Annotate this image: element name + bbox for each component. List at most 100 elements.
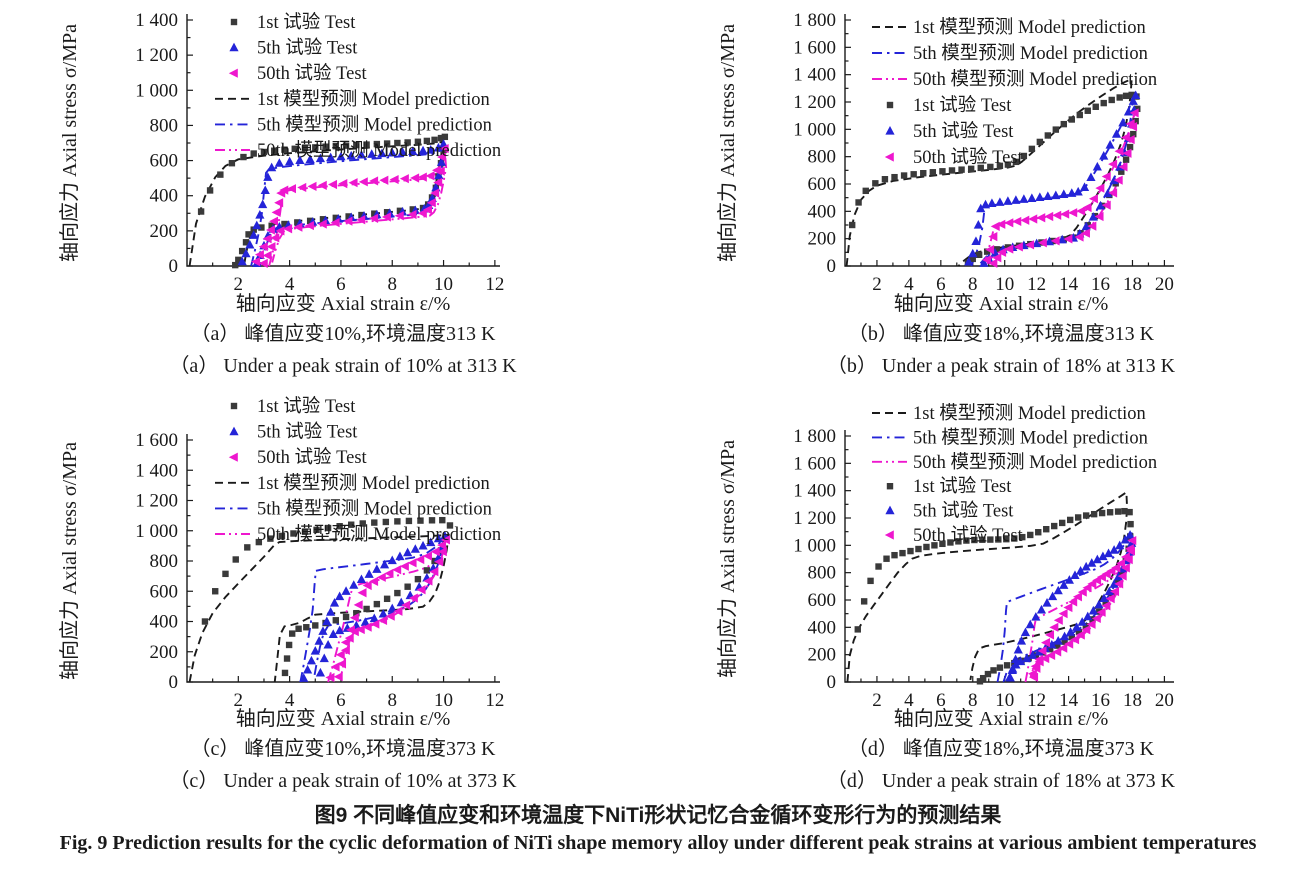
svg-text:16: 16 [1091,274,1110,292]
x-axis-label-c: 轴向应变 Axial strain ε/% [235,708,451,730]
svg-text:12: 12 [1027,690,1046,708]
legend: 1st 试验 Test 5th 试验 Test 50th 试验 Test 1st 模型… [215,12,501,161]
svg-text:50th 模型预测 Model prediction: 50th 模型预测 Model prediction [913,69,1157,90]
series-scatter [251,144,449,268]
svg-text:10: 10 [434,690,453,708]
svg-text:1st 试验 Test: 1st 试验 Test [257,396,356,417]
caption-c-en: （c） Under a peak strain of 10% at 373 K [169,770,517,792]
svg-text:1 400: 1 400 [135,460,178,481]
svg-text:50th 模型预测 Model prediction: 50th 模型预测 Model prediction [257,524,501,545]
svg-text:400: 400 [150,186,179,207]
svg-text:5th 试验 Test: 5th 试验 Test [913,121,1014,142]
svg-text:4: 4 [904,274,914,292]
svg-text:1st 模型预测 Model prediction: 1st 模型预测 Model prediction [913,17,1146,38]
y-axis-label: 轴向应力 Axial stress σ/MPa [716,24,739,262]
svg-text:6: 6 [336,690,346,708]
svg-text:10: 10 [995,690,1014,708]
tick-labels: 0 200 400 600 800 1 000 1 200 1 400 1 600 1 800 2 4… [793,426,1174,708]
series-line [845,77,1133,267]
svg-text:1st 模型预测 Model prediction: 1st 模型预测 Model prediction [257,473,490,494]
ticks [187,19,496,267]
series-scatter [848,91,1141,267]
series-scatter [981,108,1139,268]
svg-text:600: 600 [808,590,837,611]
y-axis-label: 轴向应力 Axial stress σ/MPa [58,442,81,680]
svg-text:2: 2 [872,274,882,292]
svg-text:1 200: 1 200 [793,508,836,529]
x-axis-label-a: 轴向应变 Axial strain ε/% [235,293,451,315]
svg-text:20: 20 [1155,690,1174,708]
svg-text:600: 600 [150,151,179,172]
svg-text:5th 试验 Test: 5th 试验 Test [257,422,358,443]
svg-text:18: 18 [1123,690,1142,708]
y-axis-label: 轴向应力 Axial stress σ/MPa [58,24,81,262]
svg-text:2: 2 [234,274,244,292]
svg-text:800: 800 [150,551,179,572]
svg-text:0: 0 [169,256,179,277]
svg-text:2: 2 [234,690,244,708]
tick-labels: 0 200 400 600 800 1 000 1 200 1 400 1 600 1 800 2 4… [793,10,1174,292]
svg-text:14: 14 [1059,274,1079,292]
caption-d-en: （d） Under a peak strain of 18% at 373 K [826,770,1176,792]
chart-c: 0 200 400 600 800 1 000 1 200 1 400 1 600 2 4 6 8 10 1… [58,396,504,708]
svg-text:4: 4 [904,690,914,708]
svg-text:0: 0 [827,256,837,277]
svg-text:1 000: 1 000 [135,521,178,542]
svg-text:1st 模型预测 Model prediction: 1st 模型预测 Model prediction [257,89,490,110]
svg-text:5th 试验 Test: 5th 试验 Test [257,38,358,59]
svg-text:800: 800 [150,115,179,136]
svg-text:5th 试验 Test: 5th 试验 Test [913,501,1014,522]
svg-text:1 000: 1 000 [135,80,178,101]
caption-b-zh: （b） 峰值应变18%,环境温度313 K [847,323,1155,345]
series-line [188,533,450,683]
svg-text:400: 400 [150,612,179,633]
svg-text:1 400: 1 400 [793,481,836,502]
svg-text:50th 试验 Test: 50th 试验 Test [913,147,1024,168]
ticks [845,435,1166,683]
svg-text:1 800: 1 800 [793,10,836,31]
svg-text:0: 0 [169,672,179,693]
tick-labels: 0 200 400 600 800 1 000 1 200 1 400 1 600 2 4 6 8 10 1… [135,430,504,708]
svg-text:600: 600 [808,174,837,195]
x-axis-label-d: 轴向应变 Axial strain ε/% [893,708,1109,730]
svg-text:8: 8 [387,274,397,292]
svg-text:1 000: 1 000 [793,535,836,556]
svg-text:1 200: 1 200 [793,92,836,113]
svg-text:50th 模型预测 Model prediction: 50th 模型预测 Model prediction [913,452,1157,473]
svg-text:10: 10 [995,274,1014,292]
y-axis-label: 轴向应力 Axial stress σ/MPa [716,440,739,678]
svg-text:1 400: 1 400 [793,65,836,86]
svg-text:0: 0 [827,672,837,693]
ticks [845,19,1166,267]
svg-text:50th 试验 Test: 50th 试验 Test [257,447,368,468]
svg-text:1 400: 1 400 [135,10,178,31]
series-line [268,151,448,267]
x-axis-label-b: 轴向应变 Axial strain ε/% [893,293,1109,315]
chart-d: 0 200 400 600 800 1 000 1 200 1 400 1 600 1 800 2 4… [716,403,1174,708]
series-line [299,535,445,683]
svg-text:1 200: 1 200 [135,45,178,66]
caption-a-zh: （a） 峰值应变10%,环境温度313 K [190,323,496,345]
figure-title-en: Fig. 9 Prediction results for the cyclic… [59,832,1257,854]
figure-title-zh: 图9 不同峰值应变和环境温度下NiTi形状记忆合金循环变形行为的预测结果 [314,804,1002,827]
legend: 1st 模型预测 Model prediction 5th 模型预测 Model … [872,403,1157,546]
svg-text:50th 试验 Test: 50th 试验 Test [913,525,1024,546]
caption-c-zh: （c） 峰值应变10%,环境温度373 K [190,738,496,760]
legend: 1st 模型预测 Model prediction 5th 模型预测 Model … [872,17,1157,168]
svg-text:10: 10 [434,274,453,292]
svg-text:4: 4 [285,690,295,708]
svg-text:1 600: 1 600 [793,453,836,474]
svg-text:50th 试验 Test: 50th 试验 Test [257,63,368,84]
tick-labels: 0 200 400 600 800 1 000 1 200 1 400 2 4 6 8 10 12 [135,10,504,292]
svg-text:200: 200 [808,645,837,666]
svg-text:5th 模型预测 Model prediction: 5th 模型预测 Model prediction [257,498,492,519]
svg-text:50th 模型预测 Model prediction: 50th 模型预测 Model prediction [257,140,501,161]
series-scatter [1027,535,1137,682]
svg-text:4: 4 [285,274,295,292]
svg-text:1 600: 1 600 [793,37,836,58]
legend: 1st 试验 Test 5th 试验 Test 50th 试验 Test 1st 模型… [215,396,501,545]
svg-text:1st 试验 Test: 1st 试验 Test [257,12,356,33]
series [188,133,449,269]
svg-text:800: 800 [808,147,837,168]
